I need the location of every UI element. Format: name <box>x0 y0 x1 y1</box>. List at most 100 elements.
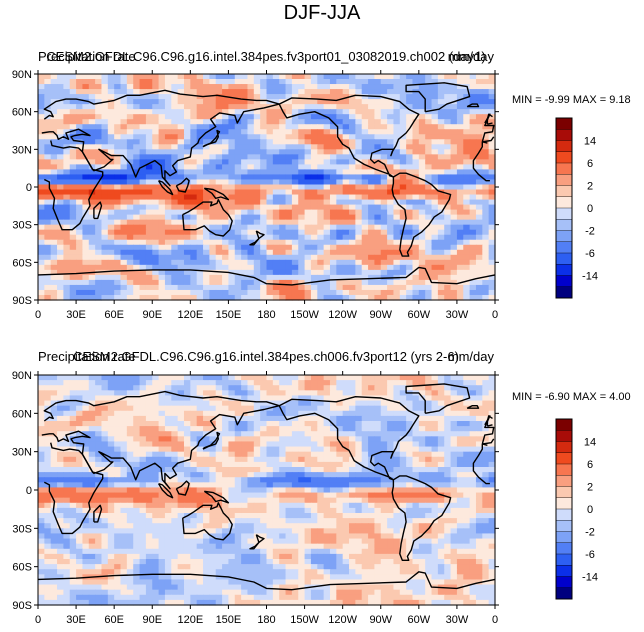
heatmap-cell <box>450 482 458 489</box>
heatmap-cell <box>425 385 433 391</box>
heatmap-cell <box>228 144 236 150</box>
heatmap-cell <box>101 174 109 181</box>
x-tick-label: 30W <box>446 309 469 321</box>
heatmap-cell <box>95 472 103 478</box>
heatmap-cell <box>272 289 280 296</box>
heatmap-cell <box>342 179 350 186</box>
heatmap-cell <box>114 467 122 473</box>
heatmap-cell <box>190 149 198 155</box>
heatmap-cell <box>228 431 236 437</box>
heatmap-cell <box>145 109 153 115</box>
heatmap-cell <box>241 124 249 130</box>
heatmap-cell <box>209 179 217 186</box>
heatmap-cell <box>228 114 236 120</box>
heatmap-cell <box>63 204 71 211</box>
heatmap-cell <box>310 254 318 261</box>
heatmap-cell <box>329 284 337 291</box>
heatmap-cell <box>222 199 230 206</box>
heatmap-cell <box>272 431 280 437</box>
heatmap-cell <box>482 395 490 402</box>
heatmap-cell <box>76 74 84 80</box>
heatmap-cell <box>95 467 103 473</box>
heatmap-cell <box>76 109 84 115</box>
heatmap-cell <box>76 410 84 417</box>
heatmap-cell <box>215 74 223 80</box>
heatmap-cell <box>412 441 420 448</box>
heatmap-cell <box>399 114 407 120</box>
heatmap-cell <box>164 94 172 100</box>
heatmap-cell <box>107 269 115 276</box>
heatmap-cell <box>88 209 96 216</box>
heatmap-cell <box>304 239 312 246</box>
heatmap-cell <box>101 169 109 176</box>
heatmap-cell <box>120 279 128 286</box>
heatmap-cell <box>215 79 223 85</box>
heatmap-cell <box>488 380 496 386</box>
heatmap-cell <box>425 229 433 236</box>
heatmap-cell <box>285 380 293 386</box>
heatmap-cell <box>406 415 414 422</box>
heatmap-cell <box>177 144 185 150</box>
heatmap-cell <box>329 269 337 276</box>
heatmap-cell <box>425 254 433 261</box>
heatmap-cell <box>323 119 331 125</box>
heatmap-cell <box>76 204 84 211</box>
heatmap-cell <box>76 467 84 473</box>
heatmap-cell <box>50 405 58 412</box>
heatmap-cell <box>177 274 185 281</box>
heatmap-cell <box>164 421 172 427</box>
heatmap-cell <box>164 431 172 437</box>
heatmap-cell <box>82 467 90 473</box>
heatmap-cell <box>228 184 236 191</box>
heatmap-cell <box>88 477 96 483</box>
heatmap-cell <box>469 234 477 241</box>
heatmap-cell <box>387 199 395 206</box>
heatmap-cell <box>126 164 134 171</box>
heatmap-cell <box>241 289 249 296</box>
heatmap-cell <box>126 446 134 453</box>
heatmap-cell <box>222 279 230 286</box>
heatmap-cell <box>88 129 96 135</box>
heatmap-cell <box>101 441 109 448</box>
heatmap-cell <box>266 229 274 236</box>
heatmap-cell <box>304 94 312 100</box>
heatmap-cell <box>380 99 388 105</box>
heatmap-cell <box>437 451 445 458</box>
heatmap-cell <box>380 431 388 437</box>
heatmap-cell <box>171 99 179 105</box>
heatmap-cell <box>317 134 325 140</box>
heatmap-cell <box>291 426 299 432</box>
heatmap-cell <box>418 84 426 90</box>
heatmap-cell <box>215 124 223 130</box>
heatmap-cell <box>69 84 77 90</box>
heatmap-cell <box>158 84 166 90</box>
heatmap-cell <box>241 451 249 458</box>
heatmap-cell <box>203 209 210 216</box>
heatmap-cell <box>203 159 210 165</box>
heatmap-cell <box>190 214 198 221</box>
heatmap-cell <box>38 279 45 286</box>
heatmap-cell <box>183 451 191 458</box>
heatmap-cell <box>323 380 331 386</box>
heatmap-cell <box>272 249 280 256</box>
heatmap-cell <box>431 385 439 391</box>
heatmap-cell <box>171 184 179 191</box>
heatmap-cell <box>190 159 198 165</box>
heatmap-cell <box>361 74 369 80</box>
heatmap-cell <box>44 244 52 251</box>
heatmap-cell <box>266 294 274 301</box>
heatmap-cell <box>298 214 306 221</box>
heatmap-cell <box>183 224 191 231</box>
heatmap-cell <box>368 194 376 201</box>
heatmap-cell <box>475 410 483 417</box>
heatmap-cell <box>171 199 179 206</box>
heatmap-cell <box>145 79 153 85</box>
heatmap-cell <box>57 104 64 110</box>
heatmap-cell <box>101 74 109 80</box>
heatmap-cell <box>336 149 344 155</box>
heatmap-cell <box>444 204 452 211</box>
heatmap-cell <box>57 385 64 391</box>
heatmap-cell <box>291 214 299 221</box>
heatmap-cell <box>209 269 217 276</box>
heatmap-cell <box>120 441 128 448</box>
